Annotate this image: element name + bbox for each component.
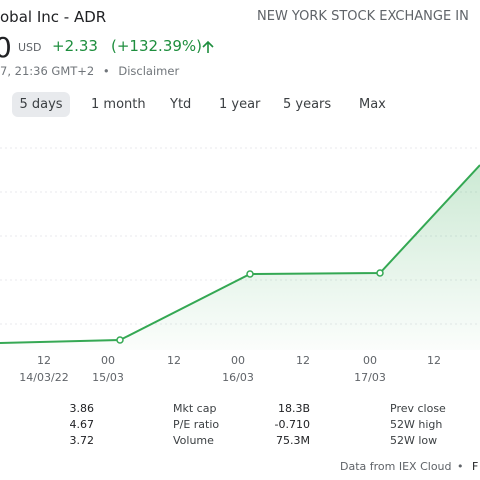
x-date: 16/03 <box>222 371 254 384</box>
stat-label: Prev close <box>390 402 446 415</box>
area <box>0 165 480 350</box>
stat-label: Mkt cap <box>173 402 217 415</box>
price: 0 <box>0 31 12 64</box>
stat-value: 3.72 <box>69 434 95 447</box>
price-chart <box>0 147 480 350</box>
stat-value: 4.67 <box>69 418 95 431</box>
change-percent: (+132.39%) <box>111 37 203 55</box>
stat-value: 18.3B <box>277 402 310 415</box>
x-tick: 12 <box>167 354 181 367</box>
tab[interactable]: 5 days <box>12 92 70 117</box>
x-date: 15/03 <box>92 371 124 384</box>
separator: • <box>102 64 110 78</box>
x-tick: 12 <box>427 354 441 367</box>
x-tick: 12 <box>296 354 310 367</box>
stat-value: 3.86 <box>69 402 95 415</box>
change: +2.33 <box>52 37 98 55</box>
data-source: Data from IEX Cloud <box>340 460 452 473</box>
stat-label: 52W high <box>390 418 443 431</box>
disclaimer[interactable]: Disclaimer <box>118 64 180 78</box>
footer-cut: F <box>472 460 479 473</box>
x-tick: 12 <box>37 354 51 367</box>
tab[interactable]: 5 years <box>283 97 332 112</box>
stat-label: 52W low <box>390 434 438 447</box>
x-tick: 00 <box>101 354 115 367</box>
separator: • <box>457 460 464 473</box>
stat-label: P/E ratio <box>173 418 220 431</box>
tab[interactable]: Ytd <box>170 97 192 112</box>
meta-row: 7, 21:36 GMT+2 • Disclaimer <box>0 64 179 78</box>
currency: USD <box>18 41 42 54</box>
tab[interactable]: 1 year <box>219 97 261 112</box>
up-arrow <box>202 40 214 53</box>
stat-value: -0.710 <box>274 418 310 431</box>
tab[interactable]: 1 month <box>91 97 146 112</box>
stat-value: 75.3M <box>276 434 310 447</box>
exchange: NEW YORK STOCK EXCHANGE IN <box>257 9 469 24</box>
tab[interactable]: Max <box>359 97 386 112</box>
x-tick: 00 <box>231 354 245 367</box>
x-date: 17/03 <box>354 371 386 384</box>
x-date: 14/03/22 <box>19 371 69 384</box>
x-tick: 00 <box>363 354 377 367</box>
points <box>116 269 384 344</box>
timestamp: 7, 21:36 GMT+2 <box>0 64 95 78</box>
stat-label: Volume <box>173 434 214 447</box>
stock-title: obal Inc - ADR <box>0 8 107 26</box>
